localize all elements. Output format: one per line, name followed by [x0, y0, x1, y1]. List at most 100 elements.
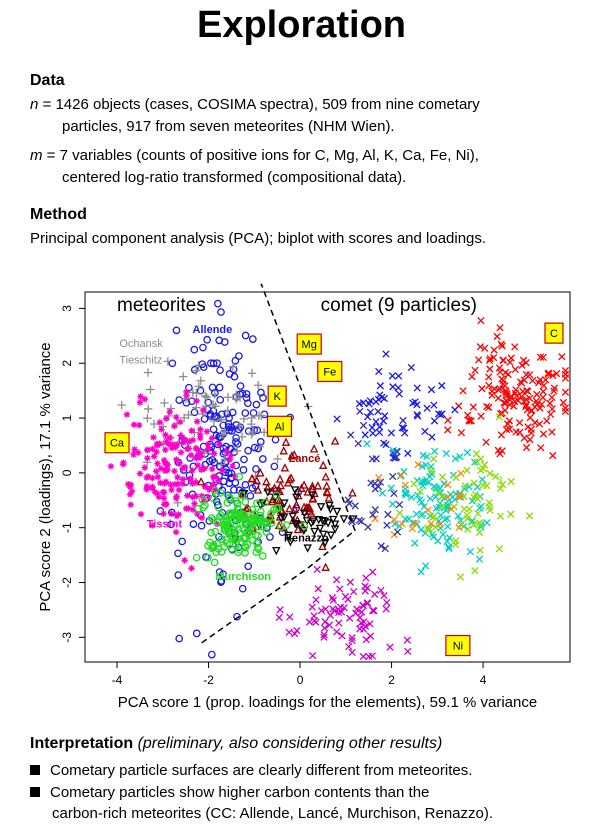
score-point [172, 326, 181, 335]
score-point [376, 391, 384, 399]
bullet-2: Cometary particles show higher carbon co… [30, 782, 595, 824]
score-point [477, 316, 485, 325]
score-point [408, 524, 416, 533]
score-point [179, 465, 186, 472]
score-point [335, 619, 343, 627]
score-point [527, 425, 535, 434]
score-point [473, 458, 481, 466]
score-point [291, 519, 301, 529]
score-point [210, 390, 219, 399]
score-point [177, 432, 185, 439]
score-point [157, 465, 165, 472]
score-point [444, 481, 452, 489]
score-point [162, 446, 169, 454]
score-point [197, 431, 204, 438]
score-point [424, 526, 433, 534]
score-point [392, 453, 401, 461]
score-point [381, 412, 389, 420]
score-point [250, 443, 259, 452]
loading-box [445, 634, 471, 657]
score-point [154, 442, 161, 449]
score-point [380, 439, 388, 447]
score-point [226, 456, 234, 463]
score-point [189, 467, 196, 474]
score-point [180, 439, 187, 446]
score-point [479, 465, 487, 473]
score-point [175, 486, 183, 494]
score-point [389, 383, 397, 391]
score-point [244, 562, 253, 571]
score-point [182, 436, 189, 443]
score-point [299, 526, 309, 536]
score-point [403, 636, 411, 644]
score-point [365, 400, 373, 408]
score-point [217, 535, 226, 543]
score-point [413, 412, 422, 420]
score-point [404, 449, 412, 457]
score-point [241, 480, 250, 489]
score-point [496, 385, 504, 393]
loading-box [296, 333, 322, 355]
score-point [390, 516, 398, 524]
score-point [200, 415, 209, 423]
score-point [241, 409, 250, 417]
score-point [238, 488, 247, 497]
score-point [263, 524, 271, 532]
score-point [429, 533, 438, 541]
score-point [542, 376, 550, 384]
score-point [189, 436, 197, 444]
score-point [209, 359, 218, 368]
score-point [123, 411, 131, 418]
score-point [163, 465, 170, 472]
score-point [291, 630, 299, 638]
score-point [256, 468, 265, 477]
separator-line [201, 283, 356, 644]
score-point [366, 632, 375, 640]
loading-box [267, 385, 287, 407]
score-point [173, 493, 180, 500]
score-point [197, 434, 204, 442]
score-point [559, 398, 568, 407]
score-point [444, 416, 452, 424]
score-point [184, 445, 191, 453]
score-point [274, 504, 283, 512]
score-point [374, 407, 382, 416]
score-point [252, 465, 260, 473]
score-point [189, 506, 197, 513]
score-point [376, 382, 385, 390]
score-point [417, 526, 425, 534]
score-point [198, 514, 206, 521]
score-point [434, 410, 443, 418]
score-point [256, 507, 265, 516]
loading-label-fe: Fe [323, 366, 336, 378]
score-point [206, 412, 215, 420]
score-point [196, 477, 206, 486]
score-point [438, 473, 447, 481]
score-point [532, 397, 540, 405]
score-point [227, 452, 234, 459]
score-point [475, 356, 483, 364]
score-point [526, 394, 534, 402]
score-point [379, 417, 388, 425]
score-point [476, 343, 485, 351]
score-point [232, 446, 242, 456]
score-point [561, 388, 570, 396]
score-point [254, 411, 264, 421]
score-point [215, 383, 224, 392]
score-point [130, 421, 138, 428]
score-point [190, 365, 199, 374]
score-point [428, 433, 436, 441]
score-point [144, 404, 153, 414]
score-point [280, 463, 290, 472]
series-label: Tissint [147, 519, 183, 531]
score-point [430, 482, 438, 490]
score-point [258, 552, 267, 560]
score-point [181, 557, 188, 564]
score-point [162, 431, 169, 438]
score-point [520, 397, 528, 406]
score-point [196, 386, 205, 395]
score-point [131, 446, 138, 453]
score-point [214, 299, 222, 308]
score-point [294, 491, 303, 500]
score-point [190, 408, 199, 417]
